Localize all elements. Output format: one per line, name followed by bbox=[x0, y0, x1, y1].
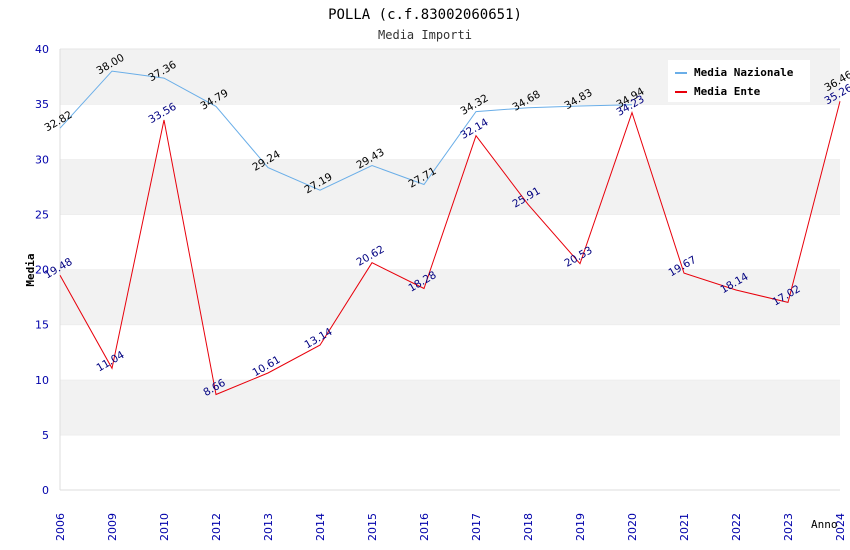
legend-label-ente: Media Ente bbox=[694, 85, 761, 98]
y-tick-label: 30 bbox=[35, 153, 49, 166]
x-tick-label: 2017 bbox=[470, 513, 483, 541]
legend-label-nazionale: Media Nazionale bbox=[694, 66, 794, 79]
legend: Media Nazionale Media Ente bbox=[668, 60, 810, 102]
y-tick-label: 15 bbox=[35, 319, 49, 332]
y-tick-label: 25 bbox=[35, 208, 49, 221]
chart-subtitle: Media Importi bbox=[378, 28, 472, 42]
y-tick-label: 5 bbox=[42, 429, 49, 442]
y-tick-label: 35 bbox=[35, 98, 49, 111]
grid-band bbox=[60, 214, 840, 270]
y-tick-label: 40 bbox=[35, 43, 49, 56]
y-tick-label: 20 bbox=[35, 264, 49, 277]
grid-band bbox=[60, 324, 840, 380]
grid-bands bbox=[59, 48, 840, 491]
x-tick-label: 2012 bbox=[210, 513, 223, 541]
grid-band bbox=[60, 269, 840, 325]
x-tick-label: 2015 bbox=[366, 513, 379, 541]
y-axis-ticks: 0 5 10 15 20 25 30 35 40 bbox=[35, 43, 49, 497]
y-tick-label: 10 bbox=[35, 374, 49, 387]
x-tick-label: 2022 bbox=[730, 513, 743, 541]
grid-band bbox=[60, 159, 840, 215]
x-tick-label: 2013 bbox=[262, 513, 275, 541]
x-tick-label: 2010 bbox=[158, 513, 171, 541]
x-tick-label: 2014 bbox=[314, 513, 327, 541]
x-tick-label: 2019 bbox=[574, 513, 587, 541]
grid-band bbox=[60, 379, 840, 435]
y-tick-label: 0 bbox=[42, 484, 49, 497]
x-axis-label: Anno bbox=[811, 518, 838, 531]
x-tick-label: 2016 bbox=[418, 513, 431, 541]
grid-band bbox=[60, 434, 840, 490]
x-axis-ticks: 2006 2009 2010 2012 2013 2014 2015 2016 2017 2018… bbox=[54, 513, 847, 541]
legend-box bbox=[668, 60, 810, 102]
x-tick-label: 2021 bbox=[678, 513, 691, 541]
y-axis-label: Media bbox=[24, 253, 37, 286]
x-tick-label: 2024 bbox=[834, 513, 847, 541]
x-tick-label: 2023 bbox=[782, 513, 795, 541]
chart-title: POLLA (c.f.83002060651) bbox=[328, 7, 522, 23]
series-lines bbox=[59, 71, 841, 396]
x-tick-label: 2009 bbox=[106, 513, 119, 541]
x-tick-label: 2020 bbox=[626, 513, 639, 541]
series-line-ente bbox=[59, 101, 841, 396]
grid-band bbox=[60, 104, 840, 160]
x-tick-label: 2006 bbox=[54, 513, 67, 541]
x-tick-label: 2018 bbox=[522, 513, 535, 541]
